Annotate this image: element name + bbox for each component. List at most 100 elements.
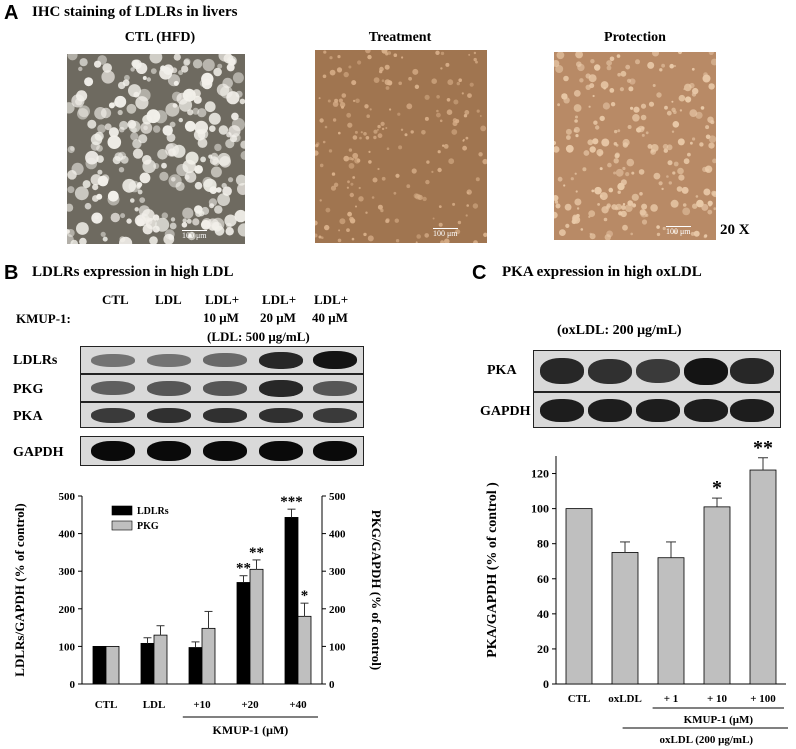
image-label-protection: Protection xyxy=(604,30,666,45)
significance-mark: ** xyxy=(249,545,264,561)
blot-band xyxy=(203,408,247,423)
blot-band xyxy=(684,358,728,385)
legend-swatch-ldlrs xyxy=(111,505,133,516)
blot-label-pka-c: PKA xyxy=(487,363,517,378)
blot-band xyxy=(259,352,303,369)
blot-label-ldlrs: LDLRs xyxy=(13,353,58,368)
x-tick-label: CTL xyxy=(568,693,591,705)
bar-pkg xyxy=(105,645,120,685)
blot-pka-b xyxy=(80,402,364,428)
bar-pkg xyxy=(153,634,168,685)
blot-pka-c xyxy=(533,350,781,392)
kmup-row-label: KMUP-1: xyxy=(16,311,71,326)
panel-a-title: IHC staining of LDLRs in livers xyxy=(32,4,238,20)
blot-band xyxy=(203,441,247,461)
blot-band xyxy=(147,408,191,423)
y-tick-label-right: 500 xyxy=(329,491,346,503)
blot-band xyxy=(313,351,357,369)
blot-band xyxy=(91,441,135,461)
bar xyxy=(565,508,593,685)
panel-b-title: LDLRs expression in high LDL xyxy=(32,264,234,280)
y-tick-label: 0 xyxy=(543,677,549,691)
y-tick-label-left: 200 xyxy=(59,604,76,616)
chart-c-pka: 0 20 40 60 80 100 120 CTL oxLDL + 1 * + 10 ** + 100 PK… xyxy=(485,437,788,746)
panel-a-letter: A xyxy=(4,2,19,24)
blot-band xyxy=(588,399,632,422)
x-axis-label: KMUP-1 (μM) xyxy=(213,723,289,737)
lane-label-ctl: CTL xyxy=(102,292,129,307)
blot-pkg xyxy=(80,374,364,402)
scale-bar-treatment: 100 μm xyxy=(433,228,458,238)
blot-band xyxy=(259,380,303,397)
y-tick-label: 20 xyxy=(537,642,549,656)
magnification-label: 20 X xyxy=(720,222,750,238)
image-label-treatment: Treatment xyxy=(368,30,432,45)
scale-bar-protection: 100 μm xyxy=(666,226,691,236)
blot-band xyxy=(147,354,191,367)
bar xyxy=(611,552,639,685)
legend-label-ldlrs: LDLRs xyxy=(137,506,169,517)
bar-ldlrs xyxy=(236,582,251,685)
blot-band xyxy=(203,353,247,367)
significance-mark: *** xyxy=(280,494,303,510)
legend-label-pkg: PKG xyxy=(137,521,159,532)
blot-gapdh-b xyxy=(80,436,364,466)
y-tick-label-left: 100 xyxy=(59,641,76,653)
blot-band xyxy=(91,381,135,395)
blot-band xyxy=(636,359,680,383)
y-tick-label-left: 400 xyxy=(59,529,76,541)
panel-c-title: PKA expression in high oxLDL xyxy=(502,264,702,280)
bar-pkg xyxy=(249,568,264,685)
panel-c-letter: C xyxy=(472,262,487,284)
lane-label-ldl40: LDL+ xyxy=(314,292,349,307)
blot-band xyxy=(91,354,135,367)
bar-ldlrs xyxy=(188,647,203,685)
bar-pkg xyxy=(201,627,216,685)
blot-band xyxy=(730,399,774,422)
micrograph-ctl: 100 μm xyxy=(67,54,245,244)
lane-sub-40: 40 μM xyxy=(312,310,348,325)
lane-label-ldl: LDL xyxy=(155,292,182,307)
significance-mark: * xyxy=(712,477,722,499)
image-label-ctl: CTL (HFD) xyxy=(124,30,196,45)
bar-ldlrs xyxy=(284,517,299,685)
x-tick-label: +10 xyxy=(193,699,211,711)
panel-c-condition: (oxLDL: 200 μg/mL) xyxy=(557,323,682,338)
blot-band xyxy=(730,358,774,384)
panel-b-condition: (LDL: 500 μg/mL) xyxy=(207,329,310,344)
bar xyxy=(657,557,685,685)
bar-pkg xyxy=(297,615,312,685)
lane-sub-10: 10 μM xyxy=(203,310,239,325)
chart-b-ldlrs-pkg: 0 0 100 100 200 200 300 300 400 400 500 500 CTL LDL +1… xyxy=(12,491,384,737)
bar xyxy=(703,506,731,685)
blot-label-pka-b: PKA xyxy=(13,409,43,424)
y-axis-label: PKA/GAPDH (% of control ) xyxy=(485,482,500,658)
y-tick-label-left: 300 xyxy=(59,566,76,578)
x-tick-label: + 10 xyxy=(707,693,728,705)
y-tick-label-right: 0 xyxy=(329,679,335,691)
significance-mark: * xyxy=(301,588,309,604)
blot-band xyxy=(540,399,584,422)
blot-label-gapdh-c: GAPDH xyxy=(480,404,531,419)
y-axis-label-left: LDLRs/GAPDH (% of control) xyxy=(12,503,27,676)
y-tick-label: 100 xyxy=(531,502,549,516)
x-tick-label: +40 xyxy=(289,699,307,711)
blot-label-gapdh-b: GAPDH xyxy=(13,445,64,460)
lane-sub-20: 20 μM xyxy=(260,310,296,325)
micrograph-protection: 100 μm xyxy=(554,52,716,240)
blot-band xyxy=(313,381,357,396)
y-tick-label-right: 300 xyxy=(329,566,346,578)
y-tick-label-left: 500 xyxy=(59,491,76,503)
y-tick-label-left: 0 xyxy=(70,679,76,691)
blot-band xyxy=(147,441,191,461)
blot-label-pkg: PKG xyxy=(13,382,44,397)
x-axis-label: KMUP-1 (μM) xyxy=(684,714,754,726)
blot-band xyxy=(313,441,357,461)
y-axis-label-right: PKG/GAPDH (% of control) xyxy=(369,510,384,670)
x-tick-label: oxLDL xyxy=(608,693,642,705)
y-tick-label: 80 xyxy=(537,537,549,551)
x-tick-label: LDL xyxy=(143,699,166,711)
blot-band xyxy=(147,381,191,396)
blot-band xyxy=(259,441,303,461)
blot-ldlrs xyxy=(80,346,364,374)
